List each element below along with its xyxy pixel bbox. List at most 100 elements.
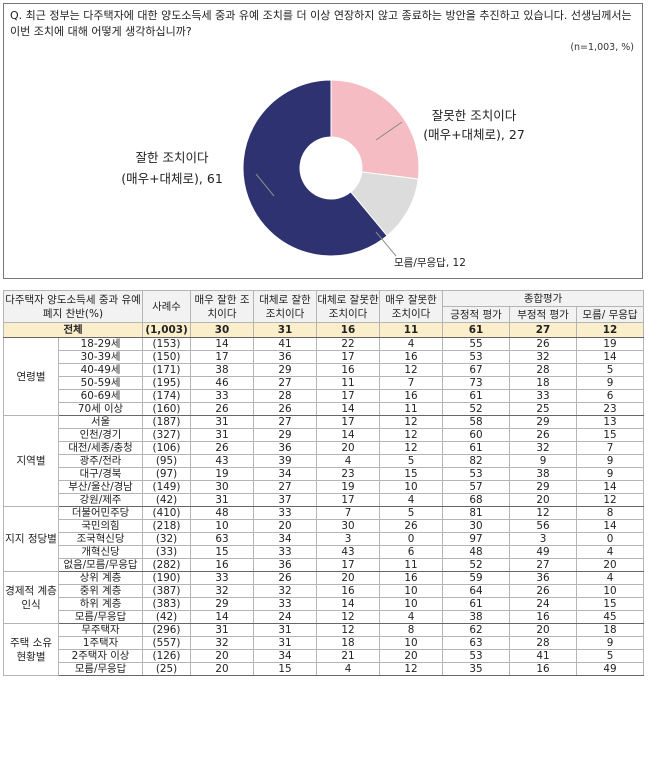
cell-value: 13 (576, 415, 645, 429)
cell-value: 32 (253, 584, 318, 598)
cell-value: 30 (442, 519, 511, 533)
cell-value: 20 (316, 441, 381, 455)
cell-value: 29 (190, 597, 255, 611)
row-label: 대전/세종/충청 (57, 441, 144, 455)
sample-size: (42) (142, 610, 192, 624)
sample-size: (153) (142, 337, 192, 351)
cell-value: 27 (253, 376, 318, 390)
cell-value: 21 (316, 649, 381, 663)
cell-value: 12 (316, 623, 381, 637)
header-fairly-good: 대체로 잘한 조치이다 (253, 290, 318, 323)
cell-value: 36 (253, 441, 318, 455)
cell-value: 41 (253, 337, 318, 351)
sample-size: (149) (142, 480, 192, 494)
cell-value: 48 (442, 545, 511, 559)
cell-value: 20 (253, 519, 318, 533)
sample-size: (282) (142, 558, 192, 572)
table-row: 40-49세 (171) 38 29 16 12 67 28 5 (4, 363, 645, 377)
cell-value: 81 (442, 506, 511, 520)
cell-value: 32 (509, 441, 578, 455)
row-label: 서울 (57, 415, 144, 429)
row-label: 국민의힘 (57, 519, 144, 533)
cell-value: 49 (576, 662, 645, 676)
table-row: 연령별 18-29세 (153) 14 41 22 4 55 26 19 (3, 337, 645, 416)
sample-size: (32) (142, 532, 192, 546)
cell-value: 31 (253, 623, 318, 637)
cell-value: 12 (576, 493, 645, 507)
cell-value: 4 (576, 571, 645, 585)
row-label: 대구/경북 (57, 467, 144, 481)
cell-value: 60 (442, 428, 511, 442)
cell-value: 16 (509, 662, 578, 676)
cell-value: 35 (442, 662, 511, 676)
cell-value: 20 (379, 649, 444, 663)
sample-size: (327) (142, 428, 192, 442)
cell-value: 3 (509, 532, 578, 546)
unit-note: (n=1,003, %) (570, 42, 634, 53)
cell-value: 11 (316, 376, 381, 390)
header-question: 다주택자 양도소득세 중과 유예 폐지 찬반(%) (2, 290, 144, 323)
cell-value: 68 (442, 493, 511, 507)
row-label: 하위 계층 (57, 597, 144, 611)
cell-value: 9 (576, 376, 645, 390)
cell-value: 16 (316, 322, 381, 338)
cell-value: 22 (316, 337, 381, 351)
cell-value: 4 (379, 493, 444, 507)
group-label: 지역별 (3, 415, 59, 507)
table-row: 지지 정당별 더불어민주당 (410) 48 33 7 5 81 12 8 (3, 506, 645, 572)
cell-value: 27 (509, 558, 578, 572)
label-negative-value: (매우+대체로), 27 (423, 127, 525, 142)
sample-size: (106) (142, 441, 192, 455)
cell-value: 62 (442, 623, 511, 637)
cell-value: 52 (442, 402, 511, 416)
cell-value: 16 (190, 558, 255, 572)
table-row: 개혁신당 (33) 15 33 43 6 48 49 4 (4, 545, 645, 559)
cell-value: 26 (253, 402, 318, 416)
slice-positive (242, 79, 388, 257)
cell-value: 9 (576, 636, 645, 650)
table-row: 주택 소유 현황별 무주택자 (296) 31 31 12 8 62 20 18 (3, 623, 645, 676)
cell-value: 5 (576, 363, 645, 377)
cell-value: 0 (576, 532, 645, 546)
cell-value: 3 (316, 532, 381, 546)
cell-value: 9 (576, 454, 645, 468)
cell-value: 19 (316, 480, 381, 494)
sample-size: (25) (142, 662, 192, 676)
cell-value: 14 (576, 480, 645, 494)
row-label: 1주택자 (57, 636, 144, 650)
row-label: 개혁신당 (57, 545, 144, 559)
cell-value: 20 (316, 571, 381, 585)
chart-box: Q. 최근 정부는 다주택자에 대한 양도소득세 중과 유예 조치를 더 이상 … (3, 3, 643, 279)
cell-value: 29 (253, 363, 318, 377)
sample-size: (33) (142, 545, 192, 559)
header-fairly-bad: 대체로 잘못한 조치이다 (316, 290, 381, 323)
cell-value: 32 (190, 584, 255, 598)
cell-value: 24 (253, 610, 318, 624)
cell-value: 12 (379, 363, 444, 377)
table-row: 강원/제주 (42) 31 37 17 4 68 20 12 (4, 493, 645, 507)
sample-size: (218) (142, 519, 192, 533)
cell-value: 38 (442, 610, 511, 624)
cell-value: 61 (442, 597, 511, 611)
cell-value: 53 (442, 350, 511, 364)
table-row: 경제적 계층 인식 상위 계층 (190) 33 26 20 16 59 36 4 (3, 571, 645, 624)
cell-value: 61 (442, 322, 511, 338)
cell-value: 46 (190, 376, 255, 390)
cell-value: 14 (316, 402, 381, 416)
table-row: 부산/울산/경남 (149) 30 27 19 10 57 29 14 (4, 480, 645, 494)
cell-value: 14 (190, 337, 255, 351)
sample-size: (42) (142, 493, 192, 507)
sample-size: (557) (142, 636, 192, 650)
cell-value: 12 (509, 506, 578, 520)
table-row: 2주택자 이상 (126) 20 34 21 20 53 41 5 (4, 649, 645, 663)
cell-value: 16 (509, 610, 578, 624)
row-label: 조국혁신당 (57, 532, 144, 546)
cell-value: 43 (190, 454, 255, 468)
table-row: 50-59세 (195) 46 27 11 7 73 18 9 (4, 376, 645, 390)
cell-value: 26 (509, 428, 578, 442)
table-row-total: 전체 (1,003) 30 31 16 11 61 27 12 (2, 322, 645, 338)
cell-value: 7 (316, 506, 381, 520)
cell-value: 26 (509, 584, 578, 598)
cell-value: 28 (253, 389, 318, 403)
cell-value: 17 (316, 415, 381, 429)
